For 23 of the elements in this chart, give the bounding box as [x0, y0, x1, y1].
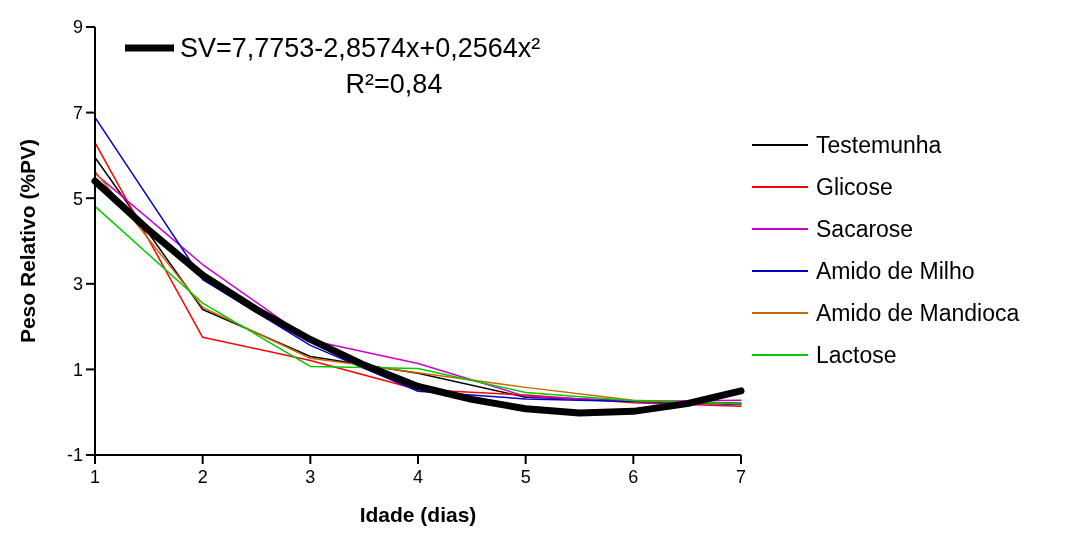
- x-tick-label: 4: [412, 467, 424, 487]
- y-tick-label: 7: [72, 102, 83, 123]
- y-axis-title: Peso Relativo (%PV): [16, 138, 39, 344]
- x-tick-label: 6: [628, 467, 639, 487]
- legend-label: Sacarose: [816, 216, 914, 243]
- legend-label: Amido de Mandioca: [816, 300, 1020, 327]
- x-tick-label: 3: [305, 467, 316, 487]
- legend-label: SV=7,7753-2,8574x+0,2564x²: [180, 33, 541, 64]
- legend-label: Amido de Milho: [816, 258, 975, 285]
- legend-label: Glicose: [816, 174, 893, 201]
- x-axis-title: Idade (dias): [359, 503, 477, 526]
- legend-label: Lactose: [816, 342, 897, 369]
- x-tick-label: 7: [735, 467, 747, 487]
- y-tick-label: 5: [72, 188, 83, 209]
- x-tick-label: 1: [89, 467, 101, 487]
- annotation: R²=0,84: [345, 69, 443, 99]
- y-tick-label: 9: [72, 17, 83, 38]
- y-tick-label: 3: [72, 274, 83, 295]
- x-tick-label: 5: [520, 467, 531, 487]
- x-tick-label: 2: [197, 467, 208, 487]
- y-tick-label: 1: [72, 359, 83, 380]
- legend-label: Testemunha: [816, 132, 942, 159]
- y-tick-label: -1: [66, 445, 83, 466]
